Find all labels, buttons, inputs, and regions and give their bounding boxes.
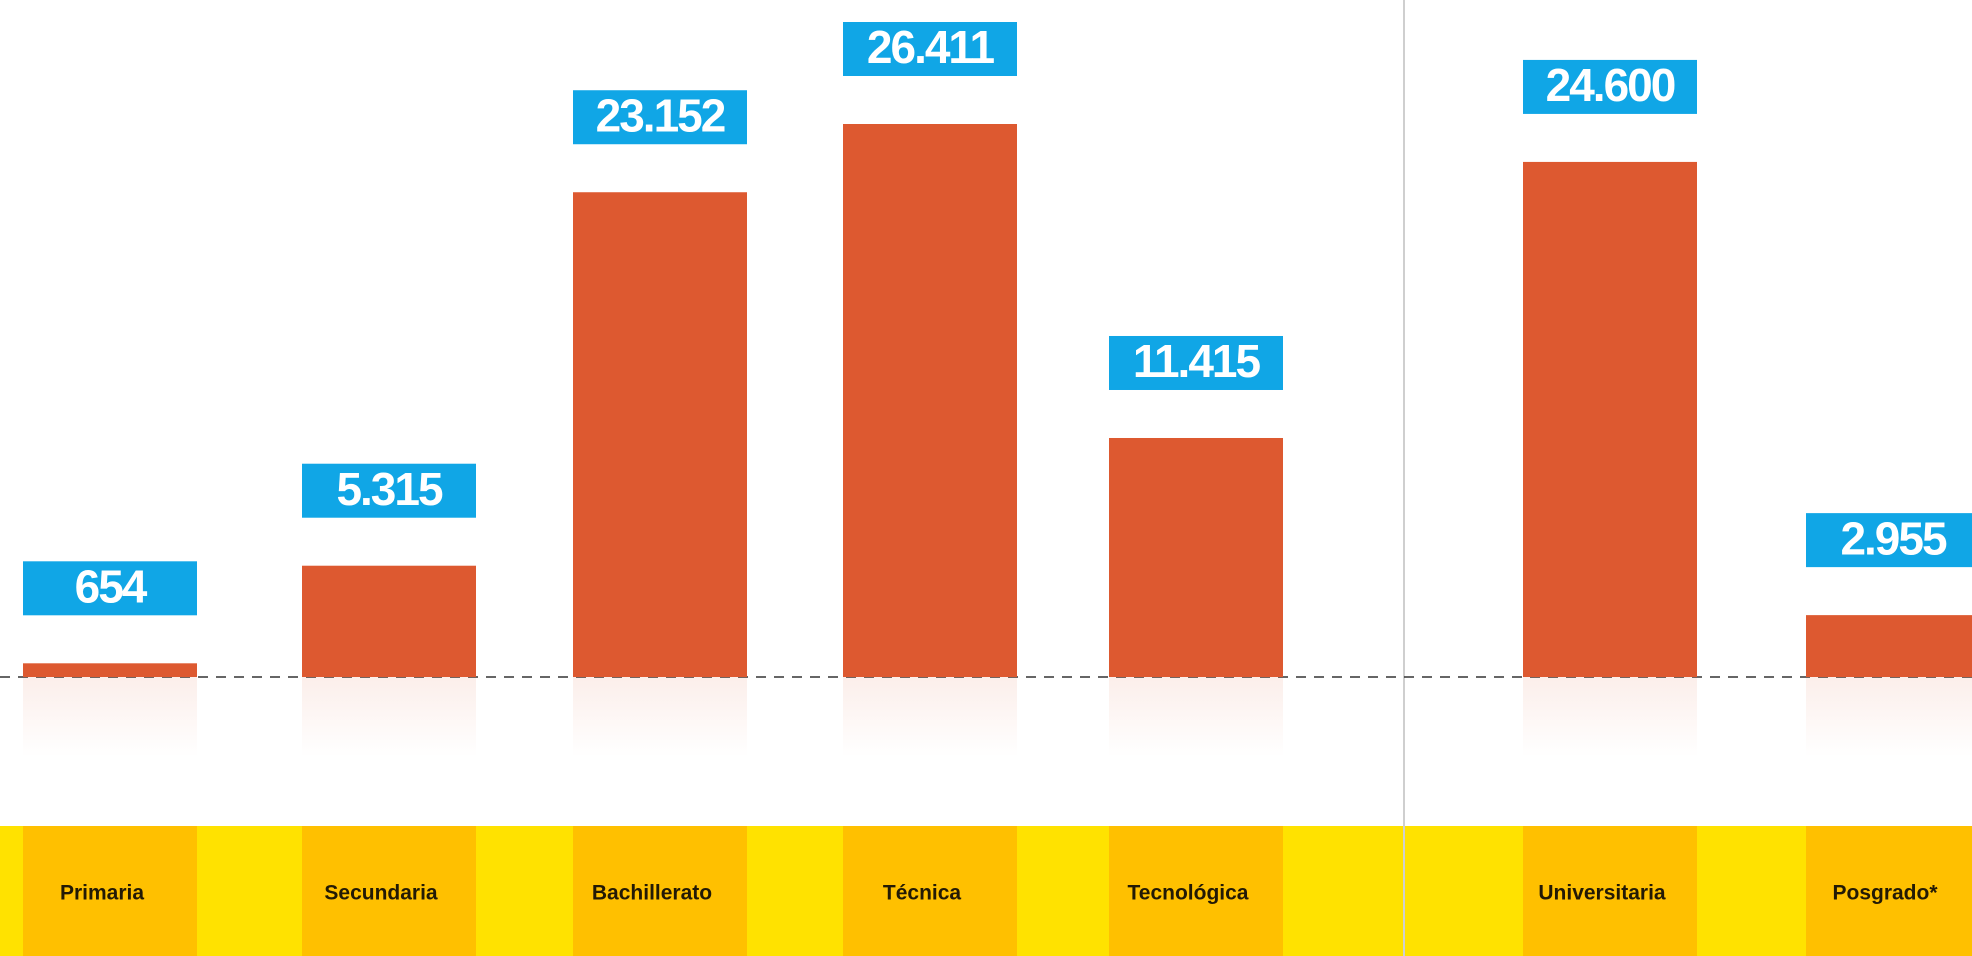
bar [302, 565, 476, 677]
value-label: 2.955 [1840, 512, 1947, 564]
category-label: Bachillerato [592, 882, 712, 905]
bar-reflection [302, 677, 476, 757]
category-block [1109, 826, 1283, 956]
bar [1523, 161, 1697, 677]
value-label: 5.315 [336, 463, 443, 515]
category-label: Posgrado* [1832, 882, 1938, 905]
value-label: 23.152 [596, 89, 725, 141]
value-label: 11.415 [1133, 335, 1261, 387]
category-block [23, 826, 197, 956]
value-label: 654 [75, 560, 148, 612]
value-label-box [1806, 513, 1972, 568]
category-label: Secundaria [324, 882, 438, 905]
value-label: 24.600 [1546, 59, 1675, 111]
value-label-box [302, 463, 476, 518]
bar-reflection [843, 677, 1017, 757]
category-label: Primaria [60, 882, 144, 905]
category-block [573, 826, 747, 956]
bar [23, 663, 197, 677]
category-label: Universitaria [1538, 882, 1666, 905]
bar [843, 124, 1017, 677]
category-block [1806, 826, 1972, 956]
bar-reflection [1523, 677, 1697, 757]
value-label-box [1109, 335, 1283, 390]
category-block [843, 826, 1017, 956]
value-label: 26.411 [867, 21, 995, 73]
bar [1806, 615, 1972, 677]
bar [573, 192, 747, 678]
value-label-box [573, 90, 747, 145]
bar-reflection [23, 677, 197, 757]
bar-reflection [573, 677, 747, 757]
value-label-box [23, 561, 197, 616]
bar-reflection [1109, 677, 1283, 757]
category-label: Técnica [883, 882, 962, 905]
category-label: Tecnológica [1128, 882, 1249, 905]
category-block [1523, 826, 1697, 956]
bar-reflection [1806, 677, 1972, 757]
bar [1109, 437, 1283, 677]
value-label-box [1523, 59, 1697, 114]
value-label-box [843, 22, 1017, 76]
category-block [302, 826, 476, 956]
